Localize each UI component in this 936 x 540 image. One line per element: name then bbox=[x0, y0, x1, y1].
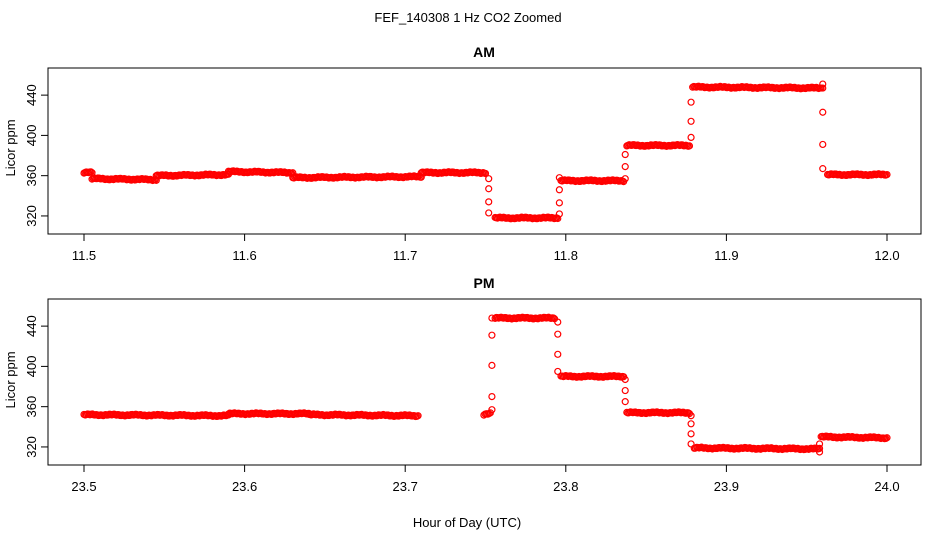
figure-title: FEF_140308 1 Hz CO2 Zoomed bbox=[374, 10, 561, 25]
panel-pm-y-label: Licor ppm bbox=[3, 351, 18, 408]
y-tick-label: 440 bbox=[24, 315, 39, 337]
data-point bbox=[621, 150, 629, 159]
data-point bbox=[485, 198, 493, 206]
data-point bbox=[687, 98, 695, 106]
x-tick-label: 11.5 bbox=[72, 248, 96, 263]
x-tick-label: 23.7 bbox=[393, 479, 418, 494]
data-point bbox=[485, 175, 493, 183]
data-point bbox=[687, 420, 695, 428]
data-point bbox=[819, 140, 827, 149]
data-point bbox=[819, 84, 827, 92]
data-point bbox=[485, 185, 493, 193]
data-point bbox=[488, 393, 496, 401]
y-tick-label: 360 bbox=[24, 396, 39, 418]
data-point bbox=[549, 314, 557, 322]
data-point bbox=[488, 331, 496, 339]
y-tick-label: 320 bbox=[24, 436, 39, 458]
y-tick-label: 400 bbox=[24, 356, 39, 378]
data-point bbox=[554, 214, 562, 223]
x-tick-label: 24.0 bbox=[874, 479, 899, 494]
panel-am-points bbox=[80, 80, 891, 223]
data-point bbox=[554, 350, 562, 358]
x-tick-label: 23.6 bbox=[232, 479, 257, 494]
panel-am-title: AM bbox=[473, 44, 495, 60]
data-point bbox=[555, 186, 563, 194]
data-point bbox=[883, 170, 891, 179]
panel-am-y-label: Licor ppm bbox=[3, 119, 18, 176]
data-point bbox=[481, 169, 490, 178]
x-tick-label: 23.5 bbox=[71, 479, 96, 494]
panel-am-x-axis: 11.5 11.6 11.7 11.8 11.9 12.0 bbox=[72, 233, 900, 263]
data-point bbox=[485, 209, 493, 217]
panel-pm-y-axis: 320 360 400 440 bbox=[24, 315, 49, 458]
x-tick-label: 23.9 bbox=[714, 479, 739, 494]
data-point bbox=[687, 133, 695, 142]
data-point bbox=[621, 175, 629, 183]
y-tick-label: 320 bbox=[24, 205, 39, 227]
data-point bbox=[815, 440, 824, 448]
x-tick-label: 11.6 bbox=[232, 248, 256, 263]
x-tick-label: 11.9 bbox=[714, 248, 738, 263]
data-point bbox=[687, 440, 695, 448]
data-point bbox=[621, 375, 629, 384]
data-point bbox=[414, 412, 422, 420]
data-point bbox=[815, 444, 824, 453]
y-tick-label: 400 bbox=[24, 125, 39, 147]
data-point bbox=[488, 361, 496, 369]
data-point bbox=[883, 434, 891, 442]
x-tick-label: 11.8 bbox=[554, 248, 578, 263]
data-point bbox=[554, 318, 562, 326]
data-point bbox=[621, 386, 629, 395]
data-point bbox=[488, 314, 496, 322]
panel-pm-points bbox=[80, 313, 891, 456]
data-point bbox=[819, 165, 827, 173]
x-tick-label: 11.7 bbox=[393, 248, 417, 263]
panel-pm-x-axis: 23.5 23.6 23.7 23.8 23.9 24.0 bbox=[71, 464, 900, 494]
panel-am: AM Licor ppm 11.5 11.6 11.7 11.8 11.9 12.0 32… bbox=[3, 44, 922, 263]
x-tick-label: 12.0 bbox=[874, 248, 899, 263]
panel-am-y-axis: 320 360 400 440 bbox=[24, 84, 49, 227]
panel-pm-frame bbox=[47, 298, 922, 466]
data-point bbox=[554, 367, 562, 376]
data-point bbox=[815, 448, 824, 456]
data-point bbox=[687, 412, 695, 420]
data-point bbox=[488, 406, 496, 414]
data-point bbox=[687, 430, 695, 438]
data-point bbox=[621, 398, 629, 406]
data-point bbox=[555, 199, 563, 207]
x-axis-label: Hour of Day (UTC) bbox=[413, 515, 521, 530]
data-point bbox=[819, 108, 827, 116]
data-point bbox=[621, 163, 629, 171]
data-point bbox=[555, 174, 563, 182]
x-tick-label: 23.8 bbox=[553, 479, 578, 494]
data-point bbox=[685, 142, 694, 150]
panel-pm-title: PM bbox=[474, 275, 495, 291]
y-tick-label: 360 bbox=[24, 165, 39, 187]
data-point bbox=[687, 117, 695, 125]
data-point bbox=[819, 80, 827, 88]
panel-am-frame bbox=[47, 67, 922, 235]
y-tick-label: 440 bbox=[24, 84, 39, 106]
data-point bbox=[555, 210, 563, 218]
panel-pm: PM Licor ppm 23.5 23.6 23.7 23.8 23.9 24.0 32… bbox=[3, 275, 922, 494]
data-point bbox=[554, 330, 562, 338]
